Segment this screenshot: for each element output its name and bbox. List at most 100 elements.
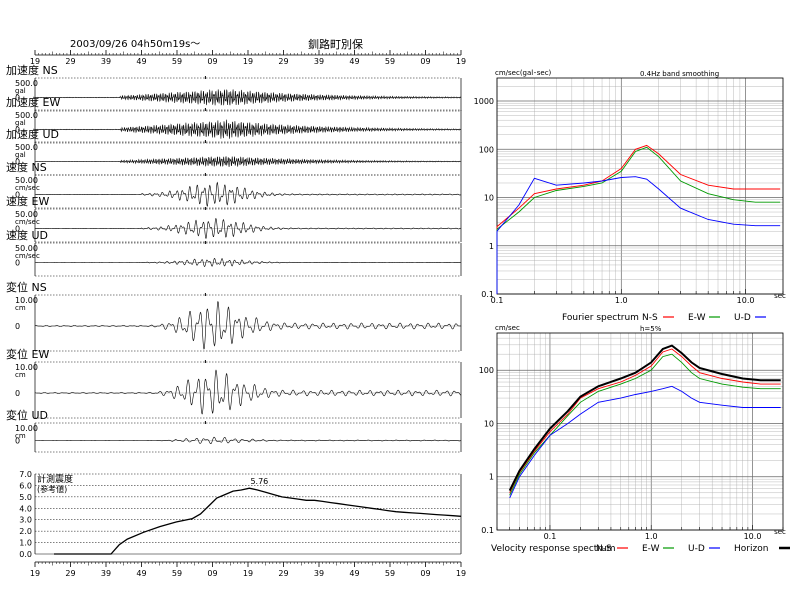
top-time-tick-label: 39 <box>101 57 111 66</box>
fourier-legend-label: E-W <box>688 313 706 323</box>
velresp-xunit: sec <box>774 528 786 536</box>
velresp-legend-label: E-W <box>642 544 660 554</box>
fourier-series-line <box>496 146 781 291</box>
trace-unit: cm <box>15 371 26 379</box>
top-time-tick-label: 29 <box>278 57 288 66</box>
top-time-tick-label: 49 <box>349 57 359 66</box>
bottom-time-tick-label: 09 <box>207 569 217 578</box>
trace-waveform <box>34 258 462 268</box>
bottom-time-tick-label: 59 <box>172 569 182 578</box>
intensity-ytick-label: 7.0 <box>19 470 32 479</box>
station-name: 釧路町別保 <box>308 37 363 51</box>
intensity-curve <box>54 487 462 555</box>
intensity-peak-label: 5.76 <box>250 477 268 486</box>
trace-waveform <box>34 369 462 415</box>
fourier-series-line <box>496 176 781 294</box>
velresp-legend-label: Horizon <box>734 544 768 554</box>
intensity-ytick-label: 5.0 <box>19 493 32 502</box>
velresp-series-line <box>508 344 781 492</box>
trace-zero-label: 0 <box>15 389 20 398</box>
velresp-legend-label: N-S <box>596 544 612 554</box>
bottom-time-tick-label: 19 <box>456 569 466 578</box>
trace-scale: 10.00 <box>15 424 38 433</box>
intensity-ytick-label: 6.0 <box>19 481 32 490</box>
trace-label: 速度 NS <box>6 160 47 174</box>
trace-zero-label: 0 <box>15 225 20 234</box>
top-time-tick-label: 59 <box>172 57 182 66</box>
fourier-xtick-label: 10.0 <box>737 296 755 305</box>
fourier-xtick-label: 1.0 <box>615 296 628 305</box>
trace-waveform <box>34 300 462 350</box>
fourier-ytick-label: 0.1 <box>481 290 494 299</box>
velresp-series-line <box>509 385 781 499</box>
top-time-tick-label: 49 <box>136 57 146 66</box>
bottom-time-tick-label: 49 <box>349 569 359 578</box>
fourier-ytick-label: 10 <box>484 194 494 203</box>
intensity-title: 計測震度 <box>37 473 73 485</box>
velresp-frame <box>496 332 784 531</box>
velresp-damping-label: h=5% <box>640 325 662 333</box>
trace-unit: cm/sec <box>15 252 40 260</box>
trace-label: 速度 UD <box>6 228 48 242</box>
trace-waveform <box>34 89 462 106</box>
trace-label: 加速度 UD <box>6 127 59 141</box>
trace-unit: cm <box>15 432 26 440</box>
velresp-yunit: cm/sec <box>495 324 520 332</box>
trace-zero-label: 0 <box>15 191 20 200</box>
top-time-tick-label: 59 <box>385 57 395 66</box>
intensity-ytick-label: 1.0 <box>19 539 32 548</box>
fourier-ytick-label: 100 <box>479 145 494 154</box>
bottom-time-tick-label: 49 <box>136 569 146 578</box>
intensity-panel: 0.0 1.0 2.0 3.0 4.0 5.0 6.0 7.0 19 29 39 49 59 09 19 29… <box>19 470 466 578</box>
fourier-ytick-label: 1000 <box>474 97 494 106</box>
trace-label: 加速度 EW <box>6 95 60 109</box>
trace-unit: gal <box>15 87 26 95</box>
velresp-xtick-label: 10.0 <box>744 532 762 541</box>
bottom-time-tick-label: 19 <box>243 569 253 578</box>
intensity-ytick-label: 3.0 <box>19 516 32 525</box>
trace-waveform <box>35 436 462 444</box>
trace-scale: 500.0 <box>15 111 38 120</box>
trace-unit: cm/sec <box>15 184 40 192</box>
bottom-time-tick-label: 39 <box>101 569 111 578</box>
trace-unit: gal <box>15 119 26 127</box>
velresp-xtick-label: 1.0 <box>645 532 658 541</box>
trace-zero-label: 0 <box>15 259 20 268</box>
fourier-smoothing-label: 0.4Hz band smoothing <box>640 70 719 78</box>
fourier-ytick-label: 1 <box>489 242 494 251</box>
trace-unit: cm <box>15 304 26 312</box>
trace-zero-label: 0 <box>15 94 20 103</box>
top-time-tick-label: 29 <box>65 57 75 66</box>
top-time-tick-label: 19 <box>30 57 40 66</box>
bottom-time-tick-label: 59 <box>385 569 395 578</box>
record-datetime: 2003/09/26 04h50m19s～ <box>70 39 200 50</box>
velocity-response-panel: 0.1 1.0 10.0 sec 0.1 1 10 100 cm/sec Velocity res… <box>479 324 790 554</box>
trace-label: 変位 EW <box>6 347 49 361</box>
fourier-legend-label: N-S <box>642 313 658 323</box>
fourier-legend-title: Fourier spectrum <box>562 313 639 323</box>
trace-waveform <box>35 218 461 239</box>
fourier-frame <box>496 77 784 295</box>
bottom-time-tick-label: 29 <box>65 569 75 578</box>
velresp-ytick-label: 100 <box>479 366 494 375</box>
velresp-xtick-label: 0.1 <box>544 532 557 541</box>
trace-label: 加速度 NS <box>6 63 58 77</box>
trace-scale: 10.00 <box>15 363 38 372</box>
fourier-legend-label: U-D <box>734 313 751 323</box>
bottom-time-tick-label: 09 <box>420 569 430 578</box>
bottom-time-tick-label: 29 <box>278 569 288 578</box>
trace-scale: 50.00 <box>15 210 38 219</box>
bottom-time-tick-label: 19 <box>30 569 40 578</box>
top-time-tick-label: 09 <box>207 57 217 66</box>
trace-waveform <box>35 181 462 208</box>
trace-label: 変位 NS <box>6 280 47 294</box>
fourier-yunit: cm/sec(gal･sec) <box>495 69 552 77</box>
velresp-ytick-label: 10 <box>484 419 494 428</box>
